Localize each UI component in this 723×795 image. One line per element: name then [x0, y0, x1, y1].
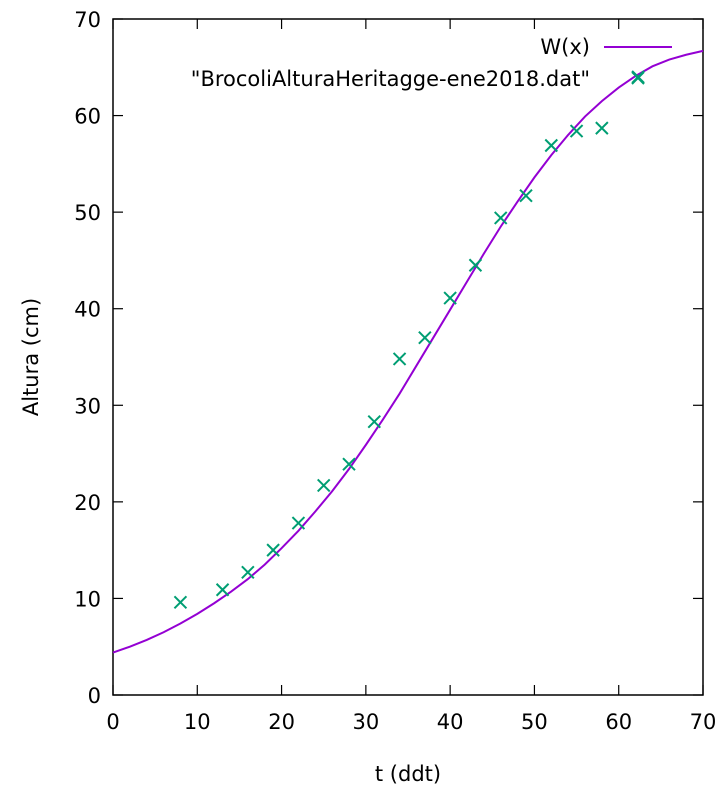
y-axis-ticks: 0 10 20 30 40 50 60 70 [74, 8, 703, 708]
x-tick-label: 0 [106, 710, 119, 734]
data-point [367, 414, 381, 429]
data-point [241, 565, 255, 580]
x-tick-label: 10 [184, 710, 211, 734]
data-point [418, 330, 432, 345]
y-tick-label: 70 [74, 8, 101, 32]
x-axis-ticks: 0 10 20 30 40 50 60 70 [106, 19, 716, 734]
legend-label-wx: W(x) [540, 35, 590, 59]
legend-label-data: "BrocoliAlturaHeritagge-ene2018.dat" [191, 67, 590, 91]
data-point [392, 352, 407, 366]
y-axis-label: Altura (cm) [19, 298, 43, 416]
data-point [317, 478, 331, 493]
data-point [544, 138, 558, 153]
data-point [519, 189, 533, 203]
data-point [291, 516, 306, 530]
x-axis-label: t (ddt) [375, 762, 441, 786]
y-tick-label: 50 [74, 201, 101, 225]
y-tick-label: 0 [88, 684, 101, 708]
x-tick-label: 50 [521, 710, 548, 734]
x-tick-label: 40 [437, 710, 464, 734]
data-point [494, 211, 508, 225]
y-tick-label: 30 [74, 394, 101, 418]
y-tick-label: 10 [74, 587, 101, 611]
data-point [266, 543, 280, 557]
x-tick-label: 30 [352, 710, 379, 734]
plot-frame [112, 18, 704, 696]
y-tick-label: 60 [74, 105, 101, 129]
y-tick-label: 20 [74, 491, 101, 515]
series-line-wx [112, 49, 704, 654]
data-point [468, 258, 483, 272]
plot-area [112, 18, 704, 696]
data-point [595, 121, 609, 135]
data-point [342, 457, 356, 471]
x-tick-label: 70 [690, 710, 717, 734]
series-layer [112, 49, 704, 654]
y-tick-label: 40 [74, 298, 101, 322]
x-tick-label: 60 [605, 710, 632, 734]
data-point [569, 124, 584, 138]
legend: W(x) "BrocoliAlturaHeritagge-ene2018.dat" [191, 35, 672, 91]
data-point [215, 583, 230, 597]
data-point [173, 595, 188, 609]
x-tick-label: 20 [268, 710, 295, 734]
legend-swatch-data [631, 71, 645, 85]
data-point [443, 291, 457, 305]
